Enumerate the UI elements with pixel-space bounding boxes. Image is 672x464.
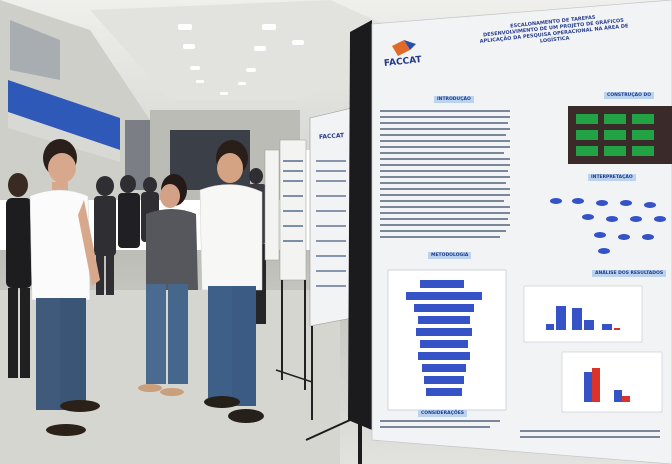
- results-chart-2: [561, 351, 663, 413]
- blue-beam: [8, 80, 120, 150]
- poster-board-black: [348, 20, 372, 430]
- person-white-shirt: [199, 140, 264, 423]
- section-top-right-label: CONSTRUÇÃO DO: [604, 92, 655, 99]
- person-left-edge: [6, 173, 32, 378]
- ceiling-lights: [178, 24, 304, 95]
- section-method-label: METODOLOGIA: [428, 252, 472, 259]
- poster-text-lines: [380, 110, 510, 238]
- section-bottom-label: CONSIDERAÇÕES: [418, 410, 468, 417]
- person-white-tshirt: [29, 139, 100, 436]
- method-bars: [406, 280, 482, 396]
- data-panel-cells: [576, 114, 654, 156]
- network-diagram: [550, 198, 666, 254]
- person-woman: [138, 174, 198, 396]
- left-windows: [10, 20, 60, 80]
- section-intro-label: INTRODUÇÃO: [434, 96, 474, 103]
- faccat-logo-icon: [392, 40, 416, 56]
- results-chart-1: [523, 285, 643, 343]
- background-posters: [264, 107, 353, 420]
- results-chart-1-bars: [546, 306, 620, 330]
- results-chart-2-bars: [584, 368, 630, 402]
- section-mid-right-label: INTERPRETAÇÃO: [588, 174, 636, 181]
- section-lower-right-label: ANÁLISE DOS RESULTADOS: [592, 270, 667, 277]
